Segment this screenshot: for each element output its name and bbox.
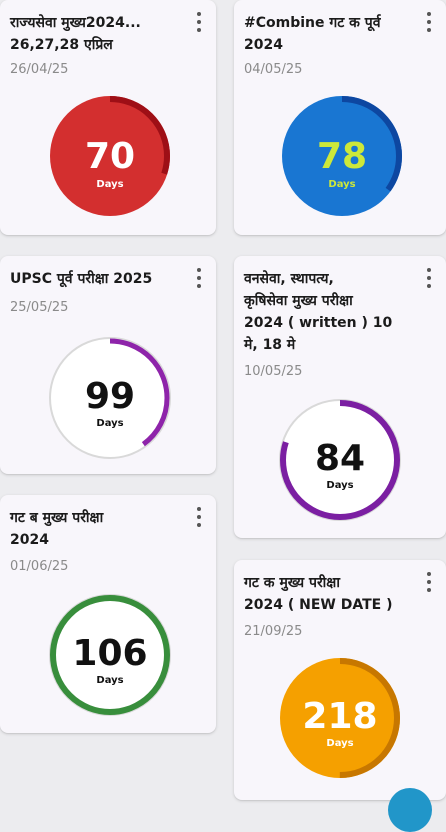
more-options-icon[interactable] [426,12,432,32]
more-options-icon[interactable] [196,12,202,32]
ring-progress-arc [282,96,402,216]
countdown-card[interactable]: UPSC पूर्व परीक्षा 2025 25/05/25 99 Days [0,256,216,474]
days-label: Days [328,179,355,190]
ring-progress-arc [50,96,170,216]
ring-progress-arc [50,595,170,715]
countdown-ring: 106 Days [49,594,171,716]
days-label: Days [326,738,353,749]
card-date: 21/09/25 [244,624,303,639]
days-label: Days [96,675,123,686]
more-options-icon[interactable] [426,572,432,592]
card-title: #Combine गट क पूर्व 2024 [244,15,381,53]
ring-fill [282,96,402,216]
card-title: गट ब मुख्य परीक्षा 2024 [10,510,104,548]
days-label: Days [96,179,123,190]
days-label: Days [326,480,353,491]
countdown-ring: 84 Days [279,399,401,521]
countdown-ring: 99 Days [49,337,171,459]
ring-progress-arc [50,338,170,458]
card-title: UPSC पूर्व परीक्षा 2025 [10,271,153,287]
days-remaining-value: 99 [85,376,135,417]
countdown-ring: 218 Days [280,658,400,778]
card-title: राज्यसेवा मुख्य2024... 26,27,28 एप्रिल [10,15,141,53]
card-date: 04/05/25 [244,62,303,77]
ring-fill [50,96,170,216]
days-remaining-value: 70 [85,136,135,177]
countdown-card[interactable]: #Combine गट क पूर्व 2024 04/05/25 78 Day… [234,0,446,235]
card-date: 10/05/25 [244,364,303,379]
card-title: वनसेवा, स्थापत्य, कृषिसेवा मुख्य परीक्षा… [244,271,393,353]
ring-fill [49,337,171,459]
countdown-ring: 70 Days [50,96,170,216]
card-date: 25/05/25 [10,300,69,315]
days-remaining-value: 78 [317,136,367,177]
ring-progress-arc [280,658,400,778]
countdown-card[interactable]: राज्यसेवा मुख्य2024... 26,27,28 एप्रिल 2… [0,0,216,235]
days-remaining-value: 84 [315,438,365,479]
card-title: गट क मुख्य परीक्षा 2024 ( NEW DATE ) [244,575,393,613]
countdown-card[interactable]: वनसेवा, स्थापत्य, कृषिसेवा मुख्य परीक्षा… [234,256,446,538]
countdown-card[interactable]: गट क मुख्य परीक्षा 2024 ( NEW DATE ) 21/… [234,560,446,800]
countdown-ring: 78 Days [282,96,402,216]
days-remaining-value: 106 [72,633,147,674]
ring-fill [280,658,400,778]
days-label: Days [96,418,123,429]
more-options-icon[interactable] [196,507,202,527]
card-date: 01/06/25 [10,559,69,574]
days-remaining-value: 218 [302,696,377,737]
more-options-icon[interactable] [426,268,432,288]
countdown-card[interactable]: गट ब मुख्य परीक्षा 2024 01/06/25 106 Day… [0,495,216,733]
card-date: 26/04/25 [10,62,69,77]
ring-progress-arc [280,400,400,520]
more-options-icon[interactable] [196,268,202,288]
add-button[interactable] [388,788,432,832]
